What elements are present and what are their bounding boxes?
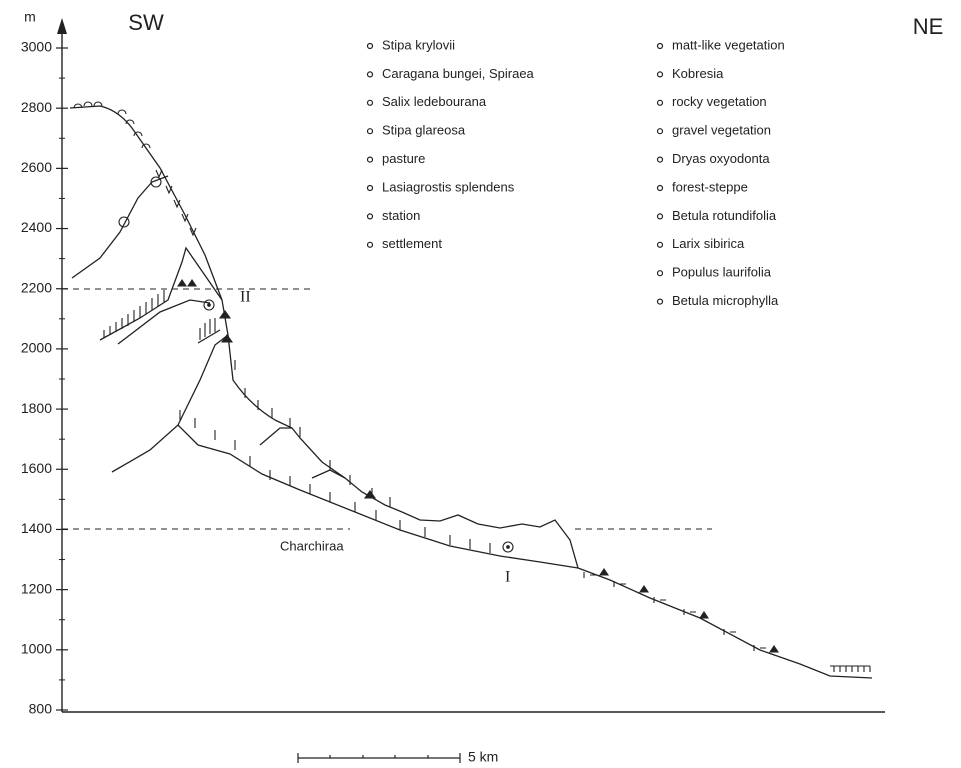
- legend-label: Populus laurifolia: [672, 265, 772, 280]
- y-tick-label: 3000: [21, 39, 52, 55]
- axis-arrow: [57, 18, 67, 34]
- legend-label: Caragana bungei, Spiraea: [382, 66, 535, 81]
- legend-symbol: [658, 214, 663, 219]
- legend-label: Betula rotundifolia: [672, 208, 777, 223]
- legend-symbol: [368, 242, 373, 247]
- legend-label: Dryas oxyodonta: [672, 151, 770, 166]
- y-tick-label: 1600: [21, 460, 52, 476]
- legend-label: Kobresia: [672, 66, 724, 81]
- y-tick-label: 1200: [21, 580, 52, 596]
- legend-symbol: [658, 157, 663, 162]
- scale-bar: [298, 753, 460, 763]
- legend-label: Salix ledebourana: [382, 94, 487, 109]
- y-tick-label: 800: [29, 701, 53, 717]
- legend-symbol: [368, 72, 373, 77]
- legend-symbol: [658, 242, 663, 247]
- y-tick-label: 1400: [21, 520, 52, 536]
- legend-label: gravel vegetation: [672, 123, 771, 138]
- legend-symbol: [658, 72, 663, 77]
- legend-label: forest-steppe: [672, 179, 748, 194]
- legend-symbol: [658, 271, 663, 276]
- legend-symbol: [658, 100, 663, 105]
- profile-diagram: m SW NE II I Charchiraa 5 k: [0, 0, 961, 768]
- legend-symbol: [658, 44, 663, 49]
- site-label: II: [240, 289, 251, 306]
- scale-label: 5 km: [468, 749, 498, 765]
- site-label: I: [505, 569, 510, 586]
- y-ticks: 800 1000 1200 1400 1600 1800 2000 2200 2400 2600 2…: [21, 39, 68, 717]
- axis-unit: m: [24, 9, 36, 25]
- y-tick-label: 2200: [21, 279, 52, 295]
- place-label: Charchiraa: [280, 538, 344, 553]
- legend-label: Larix sibirica: [672, 236, 745, 251]
- legend-symbol: [658, 299, 663, 304]
- y-tick-label: 2800: [21, 99, 52, 115]
- direction-right: NE: [913, 14, 944, 39]
- legend-label: matt-like vegetation: [672, 37, 785, 52]
- y-tick-label: 2000: [21, 340, 52, 356]
- legend-label: settlement: [382, 236, 442, 251]
- legend-symbol: [368, 214, 373, 219]
- legend-symbol: [368, 129, 373, 134]
- legend-symbol: [368, 44, 373, 49]
- legend-label: rocky vegetation: [672, 94, 767, 109]
- y-tick-label: 2400: [21, 219, 52, 235]
- y-tick-label: 1000: [21, 641, 52, 657]
- legend-symbol: [368, 186, 373, 191]
- legend-symbol: [658, 129, 663, 134]
- legend-label: Stipa krylovii: [382, 37, 455, 52]
- legend: Stipa krylovii Caragana bungei, Spiraea Sa…: [368, 37, 785, 308]
- legend-symbol: [658, 186, 663, 191]
- legend-symbol: [368, 157, 373, 162]
- legend-symbol: [368, 100, 373, 105]
- y-tick-label: 1800: [21, 400, 52, 416]
- legend-label: Betula microphylla: [672, 293, 779, 308]
- direction-left: SW: [128, 10, 164, 35]
- y-tick-label: 2600: [21, 159, 52, 175]
- legend-label: pasture: [382, 151, 425, 166]
- legend-label: station: [382, 208, 420, 223]
- legend-label: Lasiagrostis splendens: [382, 179, 515, 194]
- legend-label: Stipa glareosa: [382, 123, 466, 138]
